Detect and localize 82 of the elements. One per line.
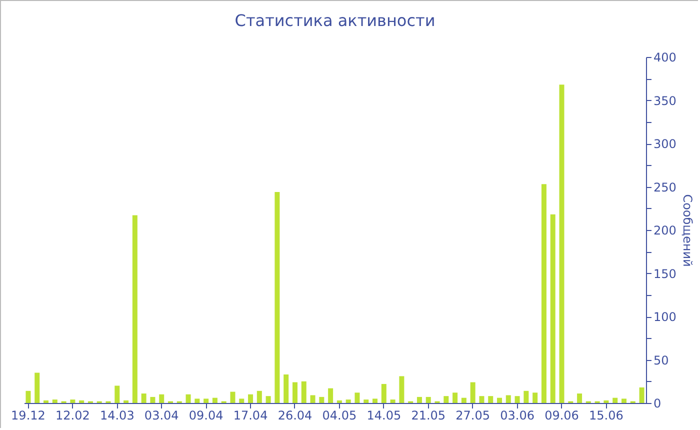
x-tick-label: 17.04: [233, 408, 268, 422]
bar: [514, 396, 520, 403]
bar: [639, 387, 644, 403]
bar: [301, 381, 306, 403]
bar: [230, 392, 236, 403]
bar: [470, 382, 476, 403]
bar: [461, 398, 466, 403]
bar: [541, 184, 546, 403]
x-tick-label: 27.05: [456, 408, 490, 422]
bar: [497, 398, 502, 403]
y-tick-label: 50: [654, 353, 669, 368]
bar: [52, 400, 58, 403]
bar: [44, 400, 49, 403]
bar: [132, 215, 138, 403]
bar: [328, 388, 334, 403]
bar: [319, 396, 324, 403]
bar: [284, 374, 289, 403]
bar: [426, 396, 431, 403]
y-tick-label: 300: [654, 137, 676, 151]
x-tick-label: 15.06: [589, 408, 624, 422]
bar: [292, 382, 298, 403]
bar: [266, 396, 271, 403]
bar: [577, 393, 582, 403]
chart-title: Статистика активности: [234, 11, 436, 30]
bar: [354, 392, 360, 403]
bar: [114, 386, 120, 403]
bar: [274, 192, 280, 403]
bar: [604, 400, 609, 403]
bar: [390, 400, 396, 403]
bar: [399, 376, 404, 403]
bar: [194, 398, 200, 403]
bar: [256, 390, 262, 403]
x-tick-label: 19.12: [11, 408, 46, 422]
bar: [70, 400, 76, 403]
bar: [506, 395, 511, 403]
bar: [26, 390, 31, 403]
x-tick-label: 03.06: [500, 408, 534, 422]
bar: [310, 395, 316, 403]
bar: [416, 396, 422, 403]
bar: [372, 398, 378, 403]
y-tick-label: 350: [654, 94, 676, 108]
y-tick-label: 250: [654, 180, 676, 194]
bar: [34, 372, 40, 403]
x-tick-label: 12.02: [56, 408, 90, 422]
y-tick-label: 0: [654, 396, 662, 410]
bar: [159, 394, 164, 403]
bar: [124, 400, 129, 403]
bar: [212, 398, 218, 403]
y-tick-label: 100: [654, 310, 676, 324]
x-tick-label: 09.06: [544, 408, 579, 422]
y-tick-label: 200: [654, 224, 676, 238]
bar: [488, 396, 494, 403]
bar: [248, 394, 254, 403]
x-tick-label: 04.05: [322, 408, 357, 422]
y-tick-label: 400: [654, 50, 676, 64]
bar: [141, 393, 146, 403]
bar: [150, 396, 156, 403]
bar: [612, 398, 618, 403]
bar: [79, 400, 84, 403]
bar: [444, 396, 449, 403]
bar: [186, 394, 191, 403]
y-axis-title: Сообщений: [680, 194, 694, 267]
bar: [621, 398, 626, 403]
bar: [532, 392, 538, 403]
x-tick-label: 14.05: [366, 408, 402, 422]
bar: [550, 214, 556, 403]
bar: [524, 390, 529, 403]
bar: [559, 84, 564, 403]
bar: [381, 384, 386, 403]
bar: [364, 400, 369, 403]
x-tick-label: 26.04: [278, 408, 312, 422]
bar: [452, 392, 458, 403]
bar: [239, 398, 244, 403]
bar: [346, 400, 351, 403]
y-tick-label: 150: [654, 266, 676, 281]
bar: [336, 400, 342, 403]
x-tick-label: 14.03: [100, 408, 134, 422]
x-tick-label: 03.04: [144, 408, 179, 422]
x-tick-label: 21.05: [411, 408, 446, 422]
bar: [204, 398, 209, 403]
bar: [479, 396, 484, 403]
x-tick-label: 09.04: [188, 408, 224, 422]
